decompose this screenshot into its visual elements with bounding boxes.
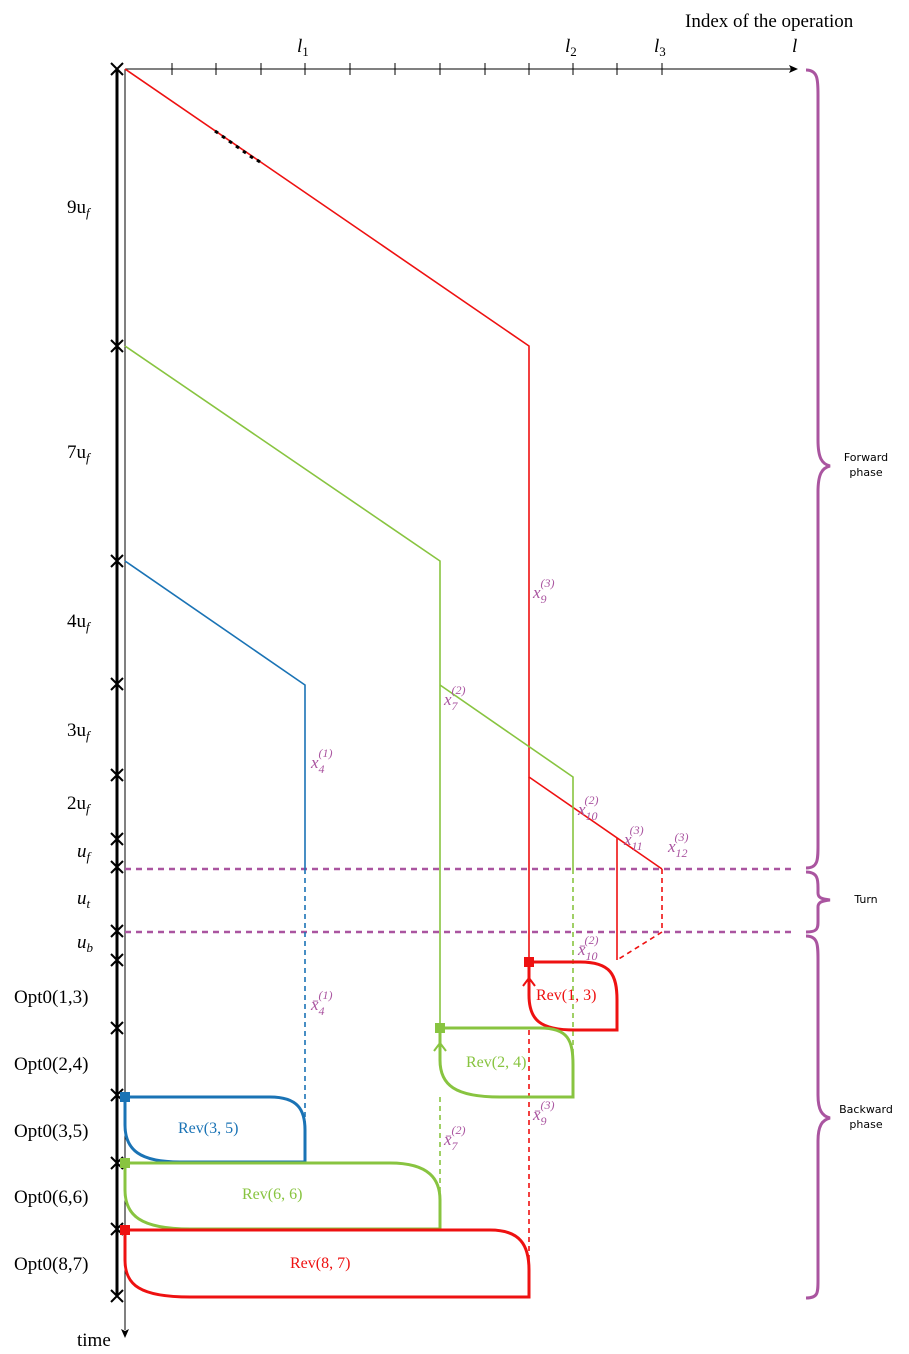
rev-2-4-curve (438, 1026, 575, 1099)
x4-label: x4(1) (310, 746, 333, 776)
forward-phase-label-2: phase (849, 466, 882, 479)
label-7uf: 7uf (67, 442, 92, 465)
blue-forward-sweep (124, 560, 306, 869)
label-opt66: Opt0(6,6) (14, 1187, 88, 1208)
label-opt24: Opt0(2,4) (14, 1054, 88, 1075)
green-forward-sweep (124, 345, 441, 1028)
label-3uf: 3uf (67, 720, 92, 743)
xb7-label: x̄7(2) (443, 1123, 466, 1153)
rev-1-3-label: Rev(1, 3) (536, 987, 596, 1004)
label-ut: ut (77, 888, 91, 911)
label-2uf: 2uf (67, 793, 92, 816)
xb4-label: x̄4(1) (310, 988, 333, 1018)
x11-label: x11(3) (623, 823, 644, 853)
backward-brace (805, 934, 831, 1300)
tick-label-l: l (792, 36, 797, 57)
label-opt13: Opt0(1,3) (14, 987, 88, 1008)
time-axis: time (77, 62, 129, 1351)
tick-label-l1: l1 (297, 36, 309, 59)
rev-8-7-curve (123, 1228, 531, 1299)
tick-label-l2: l2 (565, 36, 577, 59)
x7-label: x7(2) (443, 683, 466, 713)
label-uf: uf (77, 841, 93, 864)
x9-label: x9(3) (532, 576, 555, 606)
rev-8-7-label: Rev(8, 7) (290, 1255, 350, 1272)
reverse-curves (123, 960, 619, 1299)
label-9uf: 9uf (67, 197, 92, 220)
rev-3-5-label: Rev(3, 5) (178, 1120, 238, 1137)
rev-6-6-label: Rev(6, 6) (242, 1186, 302, 1203)
forward-brace (805, 68, 831, 870)
x-axis-title: Index of the operation (685, 11, 854, 32)
xb9-label: x̄9(3) (532, 1098, 555, 1128)
x10-label: x10(2) (577, 793, 599, 823)
tick-label-l3: l3 (654, 36, 666, 59)
x-axis: Index of the operation l1 l2 l3 l (125, 11, 854, 75)
forward-phase-label: Forward (844, 451, 888, 464)
label-opt87: Opt0(8,7) (14, 1254, 88, 1275)
backward-phase-label: Backward (839, 1103, 893, 1116)
label-ub: ub (77, 932, 94, 955)
x12-label: x12(3) (667, 830, 689, 860)
phase-braces (805, 68, 831, 1300)
label-4uf: 4uf (67, 611, 92, 634)
forward-sweeps (124, 68, 663, 1297)
label-opt35: Opt0(3,5) (14, 1121, 88, 1142)
red-forward-sweep (124, 68, 663, 870)
time-axis-title: time (77, 1330, 111, 1351)
rev-labels: Rev(1, 3) Rev(2, 4) Rev(3, 5) Rev(6, 6) … (178, 987, 596, 1272)
time-labels: 9uf 7uf 4uf 3uf 2uf uf ut ub Opt0(1,3) O… (14, 197, 94, 1275)
curve-markers (120, 957, 536, 1235)
turn-lines (125, 867, 796, 934)
xb10-label: x̄10(2) (577, 933, 599, 963)
rev-1-3-curve (527, 960, 619, 1032)
phase-labels: Forward phase Turn Backward phase (839, 451, 893, 1131)
turn-label: Turn (853, 893, 877, 906)
turn-brace (805, 870, 831, 934)
rev-2-4-label: Rev(2, 4) (466, 1054, 526, 1071)
backward-phase-label-2: phase (849, 1118, 882, 1131)
